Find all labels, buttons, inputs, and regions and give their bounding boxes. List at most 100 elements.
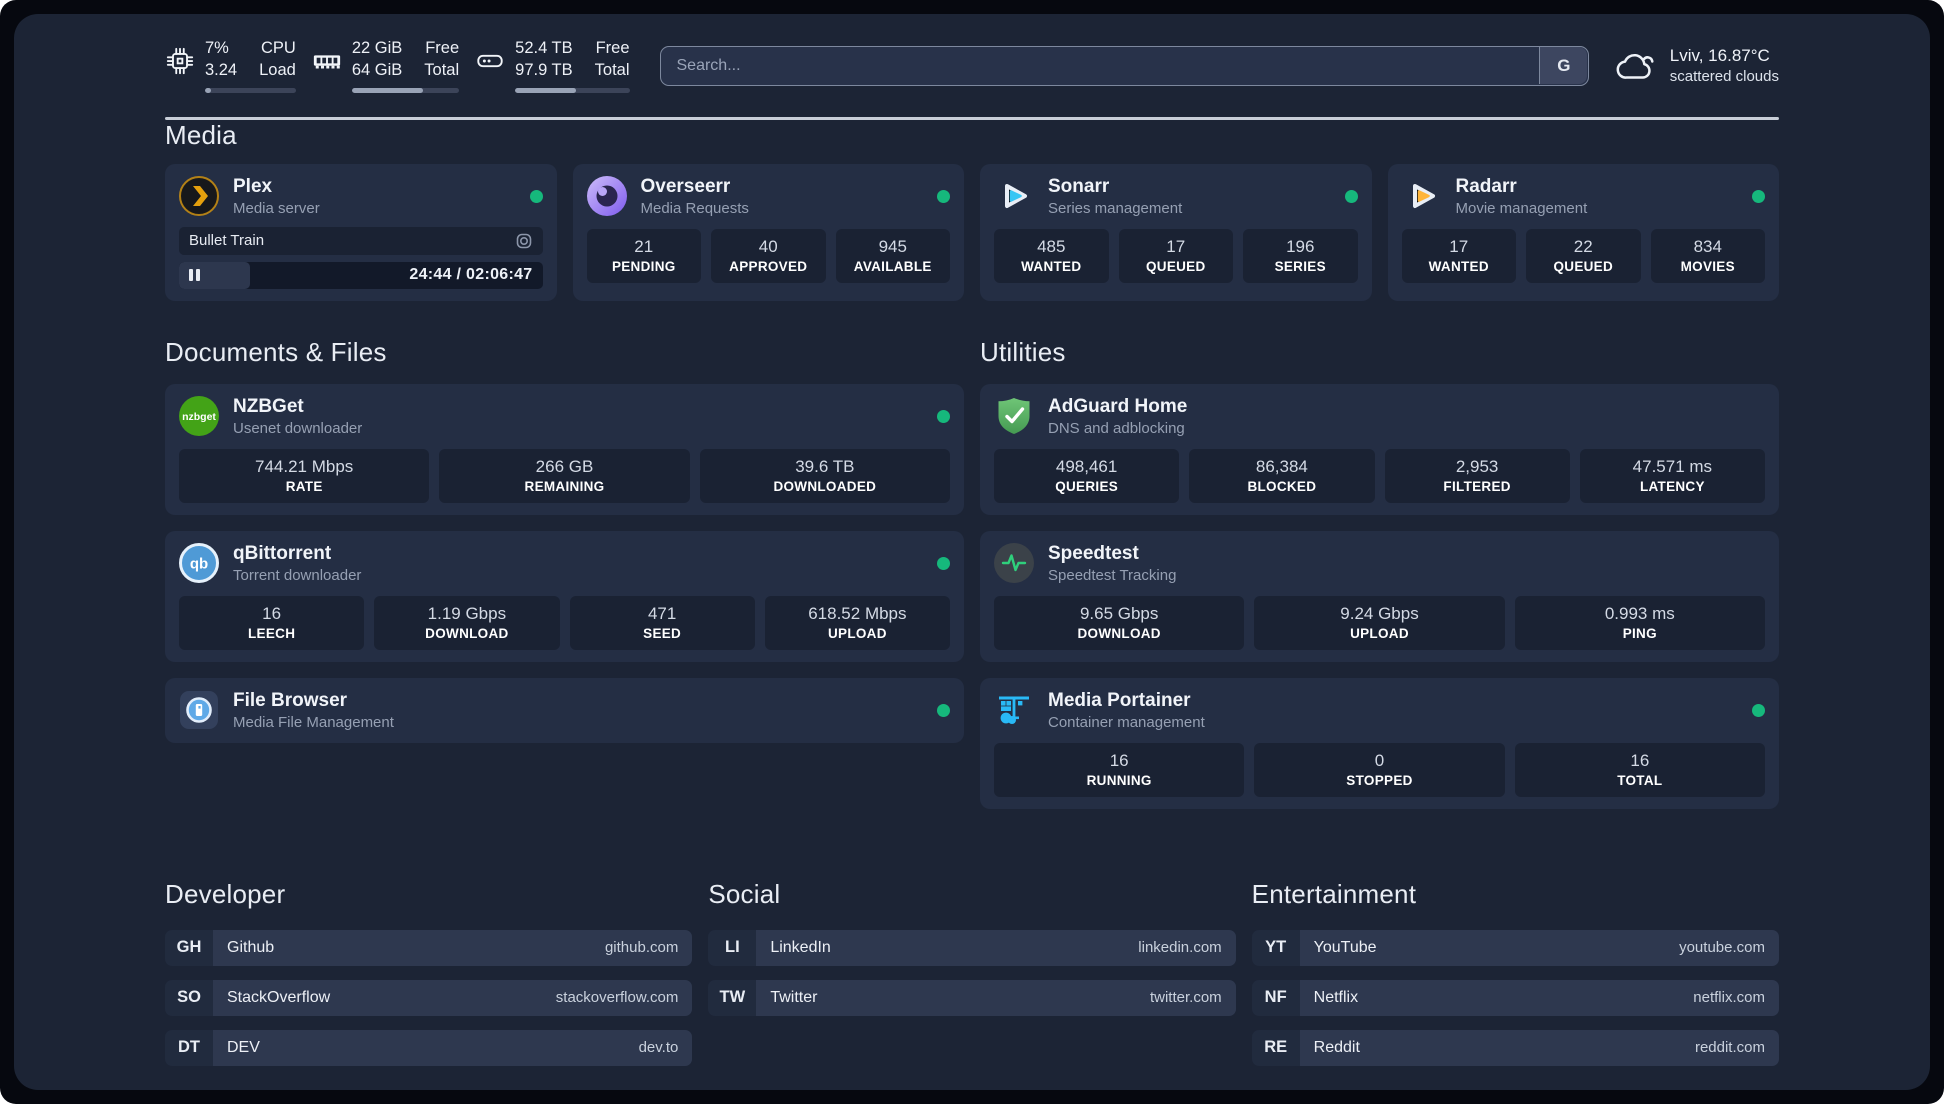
stat-tile-seed: 471 SEED bbox=[569, 595, 755, 650]
stat-tile-filtered: 2,953 FILTERED bbox=[1384, 448, 1570, 503]
memory-stat-text: 22 GiB Free 64 GiB Total bbox=[351, 38, 460, 93]
radarr-icon bbox=[1402, 176, 1442, 216]
cpu-load-label: Load bbox=[259, 61, 296, 79]
portainer-icon bbox=[994, 690, 1034, 730]
app-description: Series management bbox=[1048, 199, 1183, 217]
status-online-dot bbox=[937, 703, 950, 717]
now-playing-title: Bullet Train bbox=[189, 232, 265, 249]
app-card-radarr[interactable]: Radarr Movie management 17 WANTED 22 QUEUE… bbox=[1387, 163, 1779, 301]
link-reddit[interactable]: RE Reddit reddit.com bbox=[1251, 1029, 1779, 1066]
stat-tile-approved: 40 APPROVED bbox=[711, 228, 826, 283]
cloud-icon bbox=[1615, 49, 1657, 83]
app-title: Overseerr bbox=[640, 175, 731, 197]
app-card-overseerr[interactable]: Overseerr Media Requests 21 PENDING 40 APP… bbox=[572, 163, 964, 301]
search-input[interactable] bbox=[659, 45, 1589, 86]
dashboard-page: 7% CPU 3.24 Load bbox=[14, 14, 1930, 1090]
memory-free-value: 22 GiB bbox=[351, 39, 403, 57]
app-title: Media Portainer bbox=[1048, 689, 1191, 711]
stat-tile-movies: 834 MOVIES bbox=[1650, 228, 1765, 283]
qbittorrent-icon: qb bbox=[179, 543, 219, 583]
disk-stat-text: 52.4 TB Free 97.9 TB Total bbox=[515, 38, 630, 93]
stat-tile-wanted: 17 WANTED bbox=[1401, 228, 1516, 283]
app-card-nzbget[interactable]: nzbget NZBGet Usenet downloader 744.21 M… bbox=[165, 383, 964, 515]
app-card-filebrowser[interactable]: File Browser Media File Management bbox=[165, 677, 964, 743]
stat-tile-queued: 22 QUEUED bbox=[1526, 228, 1641, 283]
stat-tile-download: 1.19 Gbps DOWNLOAD bbox=[374, 595, 560, 650]
app-card-portainer[interactable]: Media Portainer Container management 16 R… bbox=[980, 677, 1779, 809]
link-badge: GH bbox=[176, 938, 202, 956]
stat-tile-running: 16 RUNNING bbox=[994, 742, 1245, 797]
media-cards-row: Plex Media server Bullet Train 24:44 / 0… bbox=[165, 163, 1779, 301]
link-badge: YT bbox=[1265, 938, 1287, 956]
disk-free-label: Free bbox=[595, 39, 630, 57]
status-online-dot bbox=[1344, 189, 1358, 203]
disk-free-value: 52.4 TB bbox=[515, 39, 573, 57]
playback-progress-bar[interactable]: 24:44 / 02:06:47 bbox=[179, 261, 543, 289]
stat-tile-queued: 17 QUEUED bbox=[1118, 228, 1233, 283]
disk-total-label: Total bbox=[594, 61, 630, 79]
status-online-dot bbox=[937, 189, 950, 203]
app-title: Speedtest bbox=[1048, 542, 1139, 564]
documents-column: Documents & Files nzbget NZBGet Usenet d… bbox=[165, 337, 964, 743]
section-title-documents: Documents & Files bbox=[165, 336, 387, 367]
search-engine-button[interactable]: G bbox=[1539, 46, 1588, 85]
stat-tile-series: 196 SERIES bbox=[1243, 228, 1358, 283]
status-online-dot bbox=[1752, 703, 1765, 717]
link-netflix[interactable]: NF Netflix netflix.com bbox=[1251, 979, 1779, 1016]
now-playing-action-icon[interactable] bbox=[515, 232, 533, 250]
app-description: Media Requests bbox=[640, 199, 749, 217]
disk-icon bbox=[475, 46, 505, 76]
app-title: Radarr bbox=[1455, 175, 1517, 197]
now-playing-row: Bullet Train bbox=[179, 226, 543, 255]
app-card-qbittorrent[interactable]: qb qBittorrent Torrent downloader 16 LEEC… bbox=[165, 530, 964, 662]
cpu-stat-text: 7% CPU 3.24 Load bbox=[205, 38, 296, 93]
status-online-dot bbox=[937, 556, 950, 570]
link-dev[interactable]: DT DEV dev.to bbox=[165, 1029, 693, 1066]
memory-free-label: Free bbox=[425, 39, 460, 57]
section-title-utilities: Utilities bbox=[980, 336, 1066, 367]
entertainment-links-column: Entertainment YT YouTube youtube.com NF N… bbox=[1251, 879, 1779, 1066]
memory-usage-bar bbox=[351, 88, 460, 93]
stat-tile-stopped: 0 STOPPED bbox=[1254, 742, 1505, 797]
developer-links-column: Developer GH Github github.com SO StackOv… bbox=[165, 878, 693, 1066]
link-github[interactable]: GH Github github.com bbox=[165, 929, 693, 966]
svg-text:nzbget: nzbget bbox=[182, 411, 216, 423]
stat-tile-remaining: 266 GB REMAINING bbox=[439, 448, 690, 503]
svg-text:qb: qb bbox=[190, 556, 208, 573]
search-box: G bbox=[659, 45, 1589, 86]
adguard-icon bbox=[994, 396, 1034, 436]
cpu-usage-value: 7% bbox=[205, 39, 229, 57]
link-badge: RE bbox=[1264, 1038, 1288, 1056]
app-card-speedtest[interactable]: Speedtest Speedtest Tracking 9.65 Gbps DO… bbox=[980, 530, 1779, 662]
app-description: Container management bbox=[1048, 713, 1205, 731]
link-youtube[interactable]: YT YouTube youtube.com bbox=[1251, 929, 1779, 966]
weather-widget: Lviv, 16.87°C scattered clouds bbox=[1615, 46, 1779, 85]
link-stackoverflow[interactable]: SO StackOverflow stackoverflow.com bbox=[165, 979, 693, 1016]
section-title-developer: Developer bbox=[165, 878, 286, 909]
stat-tile-wanted: 485 WANTED bbox=[994, 228, 1109, 283]
stat-tile-pending: 21 PENDING bbox=[586, 228, 701, 283]
cpu-usage-bar bbox=[205, 88, 296, 93]
app-card-sonarr[interactable]: Sonarr Series management 485 WANTED 17 QUE… bbox=[980, 163, 1372, 301]
app-description: Usenet downloader bbox=[233, 419, 363, 437]
app-title: qBittorrent bbox=[233, 542, 332, 564]
stat-tile-latency: 47.571 ms LATENCY bbox=[1579, 448, 1765, 503]
cpu-stat: 7% CPU 3.24 Load bbox=[165, 38, 296, 93]
stat-tile-download: 9.65 Gbps DOWNLOAD bbox=[994, 595, 1245, 650]
link-linkedin[interactable]: LI LinkedIn linkedin.com bbox=[708, 929, 1236, 966]
status-online-dot bbox=[529, 189, 543, 203]
stat-tile-queries: 498,461 QUERIES bbox=[994, 448, 1180, 503]
disk-usage-bar bbox=[515, 88, 630, 93]
overseerr-icon bbox=[586, 176, 627, 216]
memory-icon bbox=[312, 46, 342, 76]
link-twitter[interactable]: TW Twitter twitter.com bbox=[708, 979, 1236, 1016]
app-card-plex[interactable]: Plex Media server Bullet Train 24:44 / 0… bbox=[165, 163, 557, 301]
app-title: Sonarr bbox=[1048, 175, 1110, 197]
app-card-adguard-home[interactable]: AdGuard Home DNS and adblocking 498,461 Q… bbox=[980, 383, 1779, 515]
pause-icon[interactable] bbox=[189, 269, 200, 281]
memory-total-value: 64 GiB bbox=[351, 61, 403, 79]
section-title-media: Media bbox=[165, 119, 237, 150]
app-description: Media File Management bbox=[233, 713, 394, 731]
plex-icon bbox=[179, 176, 219, 216]
